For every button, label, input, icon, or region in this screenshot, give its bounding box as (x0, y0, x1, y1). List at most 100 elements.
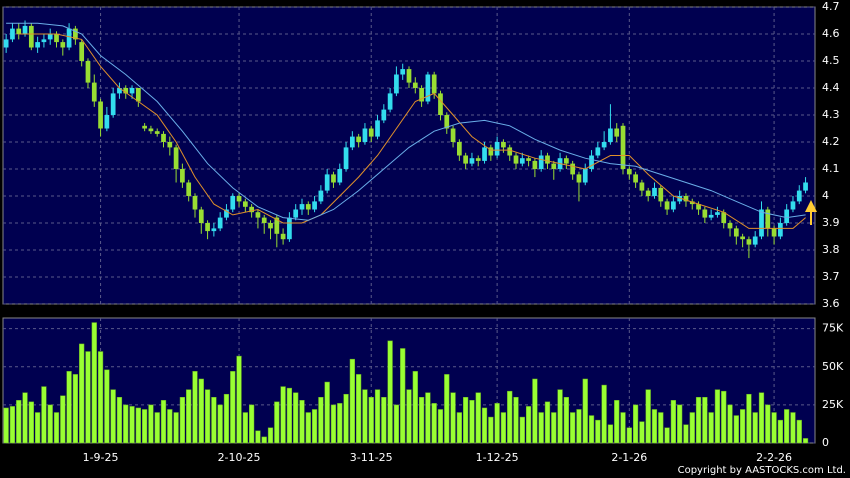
candle-body (784, 209, 790, 223)
x-tick-label: 2-1-26 (611, 451, 647, 464)
candle-body (161, 133, 166, 142)
volume-bar (242, 412, 248, 444)
candle-body (35, 42, 40, 48)
volume-bar (305, 412, 311, 444)
candle-body (299, 204, 305, 210)
volume-bar (293, 392, 299, 444)
y-tick-label: 4.2 (822, 135, 840, 148)
candle-body (224, 209, 229, 218)
candle-body (387, 93, 393, 110)
y-tick-label: 4.1 (822, 162, 840, 175)
volume-bar (639, 421, 645, 444)
volume-bar (230, 371, 236, 444)
candle-body (343, 147, 349, 169)
y-tick-label: 3.7 (822, 270, 840, 283)
y-tick-label: 3.9 (822, 216, 840, 229)
volume-bar (3, 407, 9, 444)
volume-bar (456, 412, 462, 444)
candle-body (425, 74, 431, 102)
volume-bar (784, 409, 790, 444)
volume-bar (412, 371, 418, 444)
volume-bar (525, 406, 532, 444)
candle-body (117, 88, 122, 94)
volume-bar (463, 397, 469, 444)
candle-body (626, 169, 632, 175)
x-tick-label: 3-11-25 (350, 451, 393, 464)
volume-bar (110, 389, 116, 444)
volume-bar (381, 397, 387, 444)
volume-bar (614, 400, 620, 444)
candle-body (198, 209, 204, 223)
candle-body (217, 217, 223, 229)
candle-body (236, 196, 242, 202)
volume-bar (337, 403, 343, 444)
volume-bar (154, 412, 160, 444)
volume-bar (595, 419, 601, 444)
candle-body (431, 74, 437, 94)
volume-bar (702, 397, 708, 444)
candle-body (205, 223, 210, 232)
candle-body (349, 136, 355, 148)
volume-bar (41, 386, 47, 444)
volume-bar (544, 401, 551, 444)
candle-body (771, 228, 777, 237)
volume-bar (349, 358, 355, 444)
candle-body (702, 209, 708, 218)
candle-body (614, 128, 620, 137)
volume-bar (551, 412, 557, 444)
y-tick-label: 4.4 (822, 81, 840, 94)
volume-bar (507, 390, 513, 444)
candle-body (375, 120, 380, 137)
candle-body (47, 34, 53, 40)
candle-body (570, 163, 576, 175)
volume-bar (444, 374, 450, 444)
volume-bar (393, 404, 400, 444)
candle-body (110, 93, 116, 115)
candle-body (759, 209, 764, 237)
candle-body (438, 93, 443, 115)
volume-bar (607, 424, 614, 444)
candle-body (331, 174, 336, 183)
candle-body (41, 39, 47, 43)
volume-bar (576, 409, 582, 444)
candle-body (752, 236, 758, 245)
volume-bar (53, 412, 60, 444)
volume-bar (494, 403, 500, 444)
volume-bar (311, 409, 318, 444)
candle-body (268, 223, 273, 229)
volume-bar (236, 355, 242, 444)
candle-body (507, 147, 513, 156)
candle-body (10, 28, 15, 40)
candle-body (274, 217, 280, 234)
volume-bar (35, 412, 41, 444)
candle-body (104, 115, 110, 129)
volume-bar (481, 407, 488, 444)
candle-body (135, 88, 141, 102)
candle-body (192, 196, 198, 210)
candle-body (148, 128, 154, 132)
candle-body (186, 182, 192, 196)
volume-bar (658, 412, 664, 444)
candle-body (242, 201, 248, 207)
volume-bar (116, 397, 123, 444)
volume-bar (538, 412, 544, 444)
volume-bar (85, 351, 91, 444)
candle-body (85, 61, 91, 83)
volume-bar (488, 416, 494, 444)
y-tick-label: 4.6 (822, 27, 840, 40)
candle-body (475, 158, 481, 161)
candle-body (469, 158, 475, 164)
candle-body (356, 136, 362, 142)
volume-bar (406, 389, 412, 444)
volume-bar (664, 427, 670, 444)
candle-body (249, 206, 254, 213)
x-tick-label: 1-9-25 (83, 451, 119, 464)
candle-body (677, 196, 683, 202)
y-tick-label: 4.5 (822, 54, 840, 67)
candle-body (211, 228, 217, 232)
volume-bar (267, 427, 274, 444)
volume-bar (765, 404, 771, 444)
volume-bar (519, 416, 525, 444)
candle-body (551, 163, 557, 169)
volume-bar (374, 389, 381, 444)
